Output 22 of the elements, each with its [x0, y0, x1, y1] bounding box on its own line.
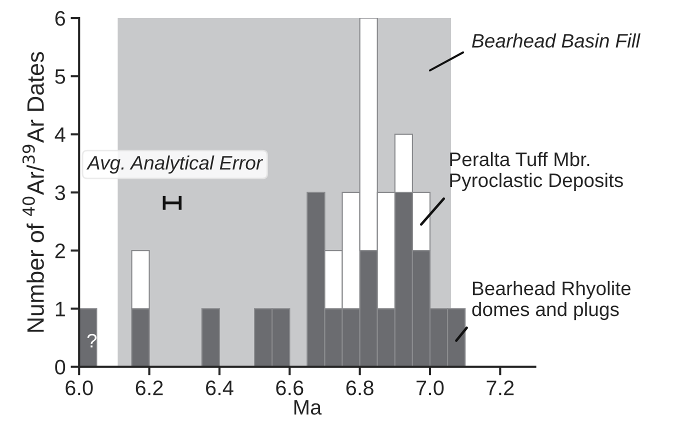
series-label: Bearhead Rhyolite domes and plugs: [472, 280, 631, 320]
y-tick-label: 3: [55, 185, 66, 200]
x-tick-label: 7.0: [416, 380, 444, 396]
annotation: ?: [87, 334, 97, 348]
y-tick-label: 5: [55, 69, 66, 84]
bar: [201, 308, 220, 367]
series-label: Peralta Tuff Mbr. Pyroclastic Deposits: [450, 152, 623, 192]
annotation: Avg. Analytical Error: [86, 155, 264, 174]
x-tick-label: 7.2: [486, 380, 514, 396]
y-axis-title: Number of $^{40}$Ar/$^{39}$Ar Dates: [22, 52, 44, 332]
y-tick-label: 0: [55, 360, 66, 375]
band-label: Bearhead Basin Fill: [472, 33, 640, 48]
x-tick-label: 6.0: [66, 380, 93, 396]
x-tick-label: 6.6: [276, 380, 304, 396]
x-tick-label: 6.8: [346, 380, 374, 396]
x-axis-title: Ma: [294, 400, 322, 415]
y-tick-label: 2: [55, 244, 65, 258]
y-tick-label: 1: [56, 302, 65, 316]
y-tick-label: 6: [55, 11, 66, 26]
y-tick-label: 4: [54, 128, 66, 142]
x-tick-label: 6.2: [136, 380, 163, 396]
x-tick-label: 6.4: [206, 380, 234, 396]
